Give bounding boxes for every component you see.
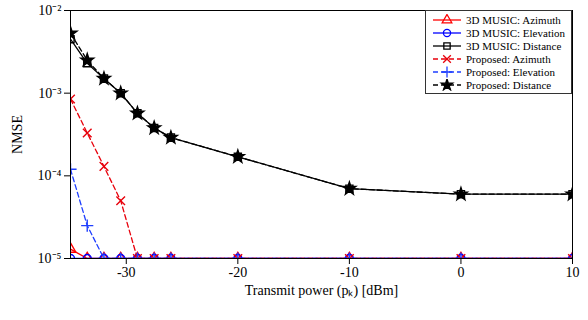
svg-text:10⁻²: 10⁻²: [38, 3, 61, 18]
svg-text:-30: -30: [117, 265, 136, 280]
svg-text:0: 0: [457, 265, 464, 280]
html-text:Proposed: Distance: Proposed: Distance: [466, 78, 552, 91]
html-text:3D MUSIC: Azimuth: 3D MUSIC: Azimuth: [466, 13, 561, 26]
svg-text:10⁻⁵: 10⁻⁵: [38, 251, 62, 266]
html-text:Proposed: Elevation: Proposed: Elevation: [466, 65, 555, 78]
html-text:3D MUSIC: Elevation: 3D MUSIC: Elevation: [466, 26, 565, 39]
svg-text:10⁻⁴: 10⁻⁴: [38, 168, 62, 183]
svg-text:-10: -10: [340, 265, 359, 280]
svg-text:-20: -20: [228, 265, 247, 280]
html-text:Proposed: Azimuth: Proposed: Azimuth: [466, 52, 551, 65]
svg-text:10: 10: [566, 265, 580, 280]
svg-text:10⁻³: 10⁻³: [38, 86, 61, 101]
svg-text:NMSE: NMSE: [10, 115, 25, 154]
html-text:3D MUSIC: Distance: 3D MUSIC: Distance: [466, 39, 562, 52]
svg-text:Transmit power (pₖ) [dBm]: Transmit power (pₖ) [dBm]: [245, 283, 398, 299]
